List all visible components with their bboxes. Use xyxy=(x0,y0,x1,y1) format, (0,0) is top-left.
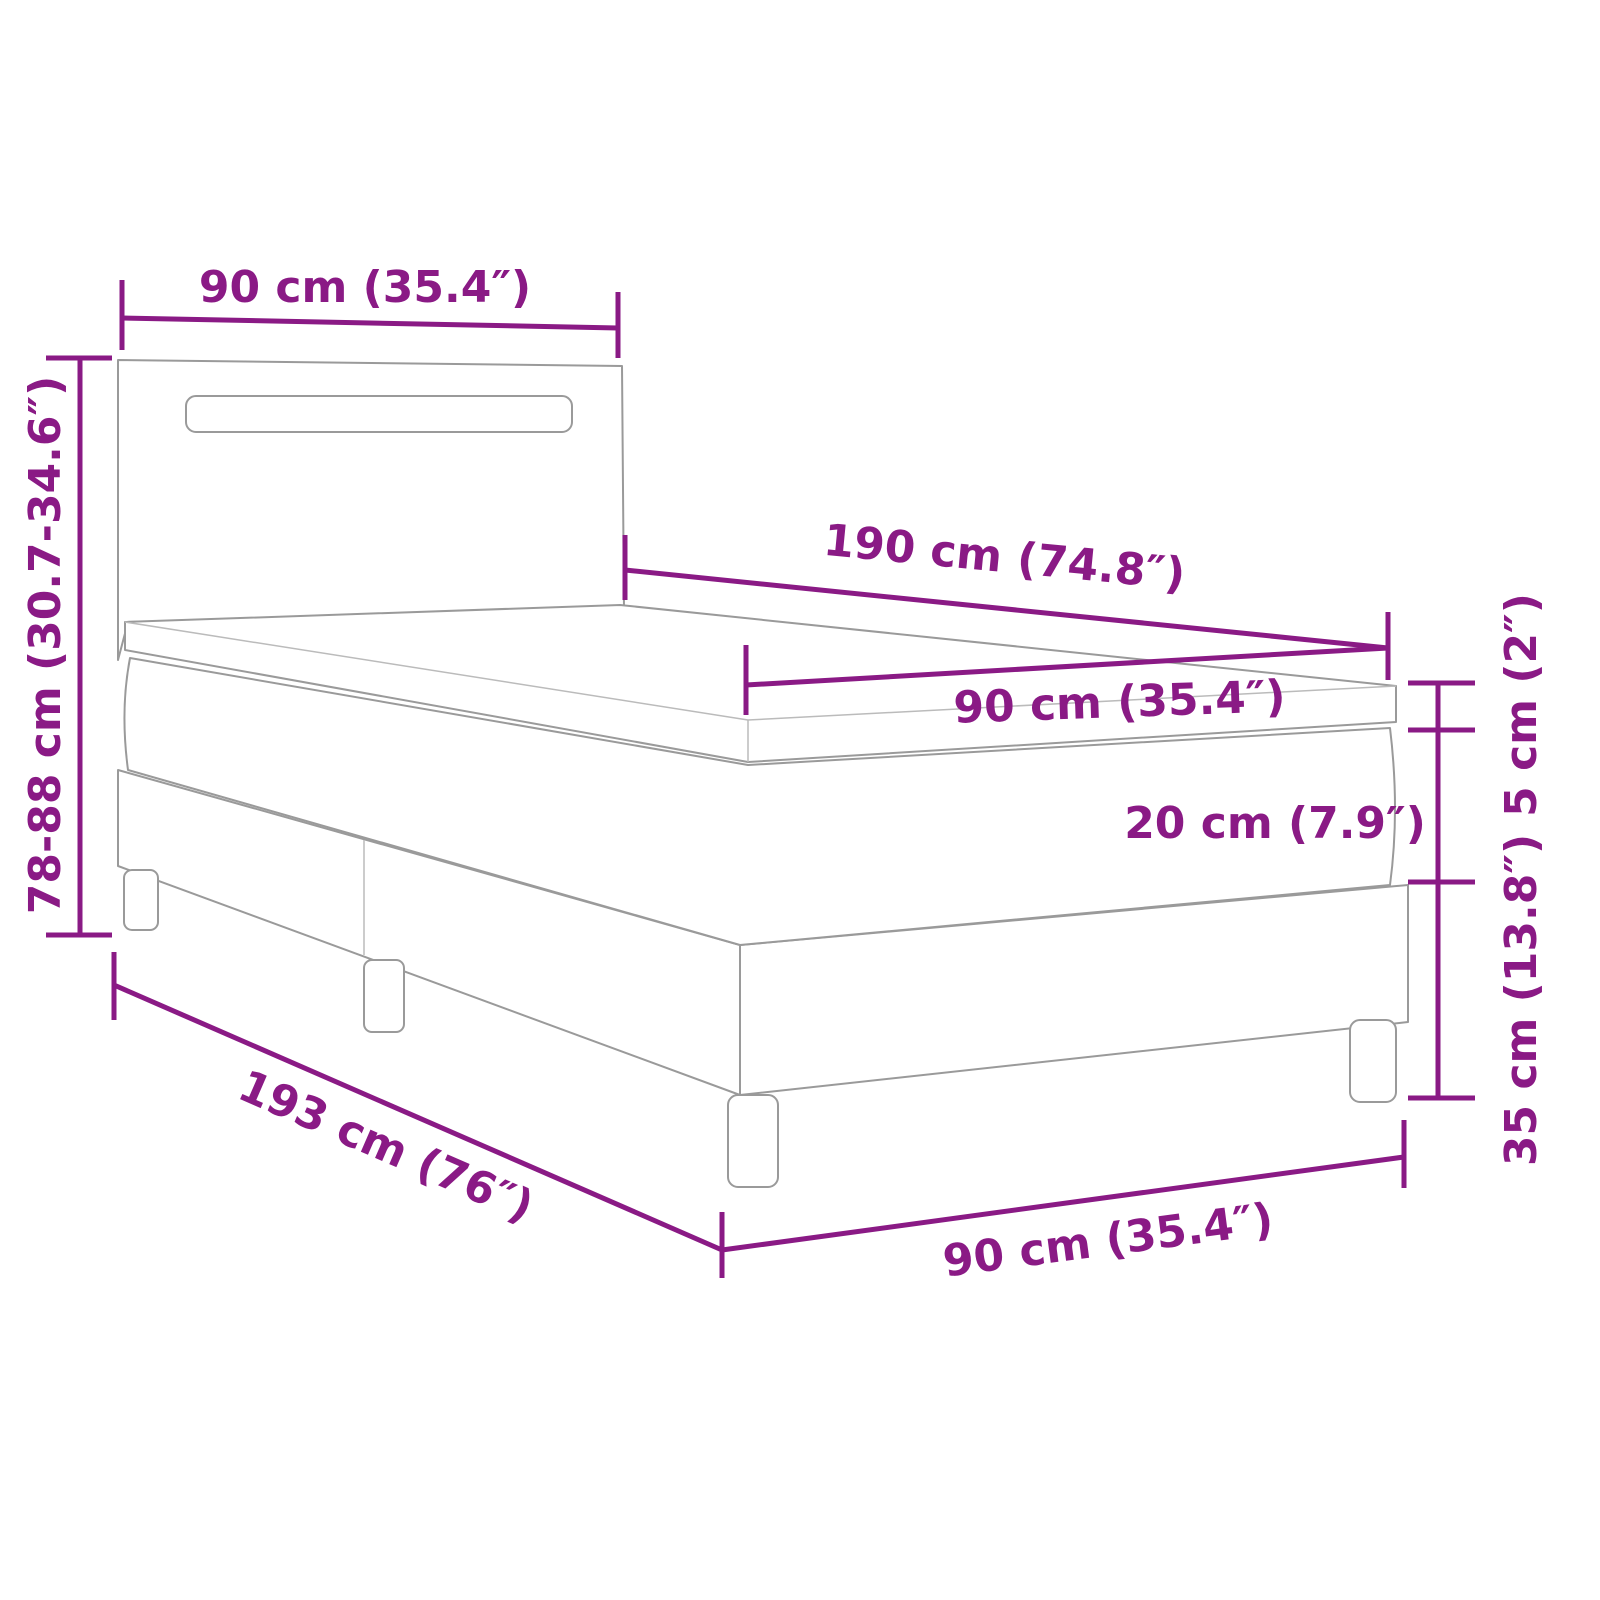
bed-illustration xyxy=(117,359,1409,1188)
headboard-width-label: 90 cm (35.4″) xyxy=(199,262,531,313)
topper-height-label: 5 cm (2″) xyxy=(1496,593,1547,817)
mattress-width-label: 90 cm (35.4″) xyxy=(953,671,1287,734)
headboard-height-label: 78-88 cm (30.7-34.6″) xyxy=(20,376,71,915)
headboard-light-strip xyxy=(185,395,573,433)
leg xyxy=(123,869,159,931)
base-height-label: 35 cm (13.8″) xyxy=(1496,834,1547,1166)
mattress-height-label: 20 cm (7.9″) xyxy=(1124,798,1426,849)
mattress xyxy=(123,657,1396,946)
mattress-length-label: 190 cm (74.8″) xyxy=(821,515,1187,601)
total-length-label: 193 cm (76″) xyxy=(231,1060,541,1233)
leg xyxy=(363,959,405,1033)
leg xyxy=(1349,1019,1397,1103)
base-front xyxy=(739,884,1409,1096)
total-width-label: 90 cm (35.4″) xyxy=(940,1194,1276,1288)
leg xyxy=(727,1094,779,1188)
dimension-lines xyxy=(46,280,1475,1278)
